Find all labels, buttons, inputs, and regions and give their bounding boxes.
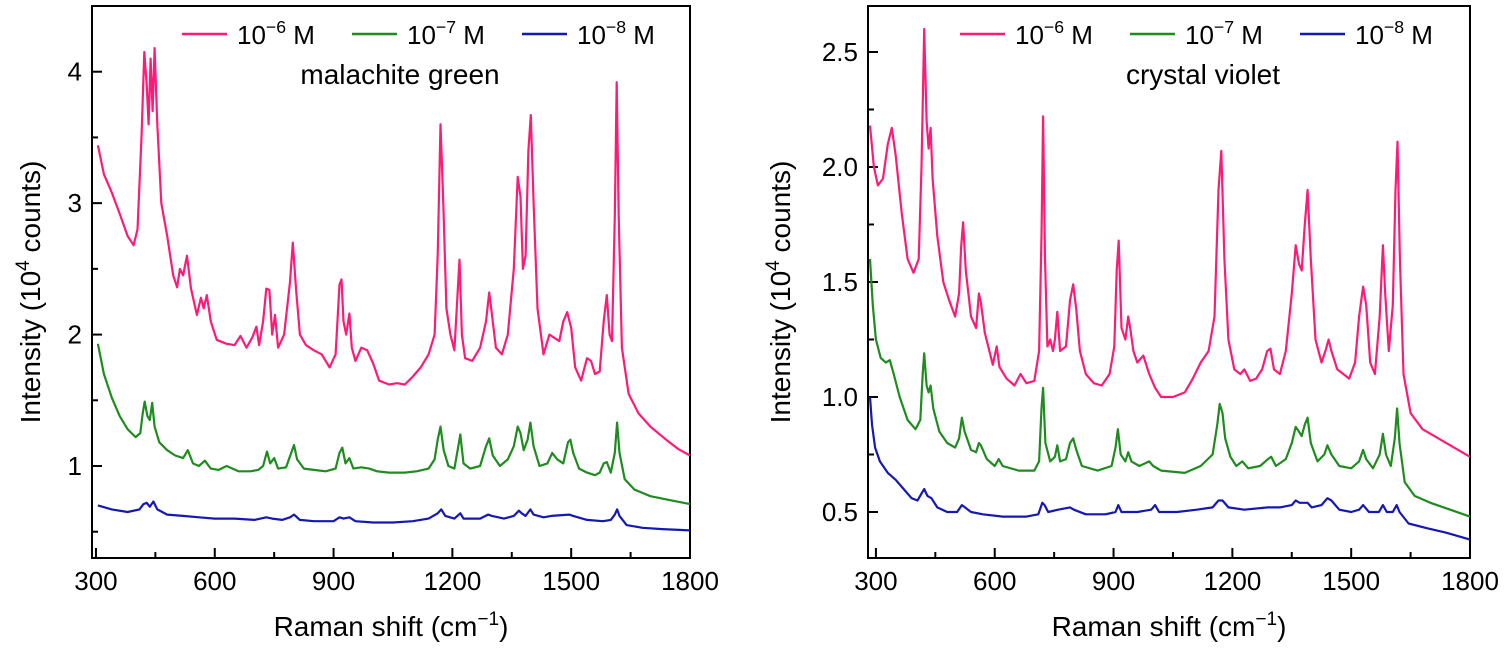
y-tick-label: 4	[68, 57, 82, 87]
legend-label: 10−6 M	[237, 17, 315, 50]
legend-label: 10−7 M	[407, 17, 485, 50]
x-tick-label: 1200	[1203, 566, 1261, 596]
legend-label: 10−7 M	[1185, 17, 1263, 50]
series-line-1e-6	[868, 27, 1471, 458]
y-tick-label: 2.5	[822, 37, 858, 67]
chart-annotation: crystal violet	[1126, 59, 1280, 90]
y-tick-label: 2	[68, 320, 82, 350]
legend-label: 10−8 M	[1355, 17, 1433, 50]
plot-frame	[91, 5, 691, 559]
series-line-1e-8	[97, 500, 691, 532]
x-tick-label: 900	[1092, 566, 1135, 596]
y-tick-label: 1.5	[822, 267, 858, 297]
series-line-1e-6	[96, 47, 691, 457]
y-tick-label: 1.0	[822, 382, 858, 412]
x-tick-label: 300	[854, 566, 897, 596]
chart-malachite-green: 300 600 900 1200 1500 1800 1 2 3 4 Raman shift (cm…	[13, 5, 719, 642]
x-tick-label: 900	[312, 566, 355, 596]
x-tick-label: 1200	[423, 566, 481, 596]
x-tick-label: 300	[74, 566, 117, 596]
y-axis-title: Intensity (104 counts)	[13, 161, 46, 424]
y-axis-title: Intensity (104 counts)	[763, 161, 796, 424]
y-tick-label: 3	[68, 188, 82, 218]
legend-label: 10−8 M	[577, 17, 655, 50]
x-tick-label: 1800	[661, 566, 719, 596]
chart-annotation: malachite green	[300, 59, 499, 90]
x-tick-label: 600	[973, 566, 1016, 596]
x-tick-label: 1500	[1322, 566, 1380, 596]
series-line-1e-8	[868, 396, 1471, 541]
series-line-1e-7	[868, 258, 1471, 518]
x-tick-label: 600	[193, 566, 236, 596]
y-tick-label: 0.5	[822, 497, 858, 527]
x-axis-title: Raman shift (cm−1)	[1052, 609, 1287, 642]
chart-crystal-violet: 300 600 900 1200 1500 1800 0.5 1.0 1.5 2.0 2.5 Rama…	[763, 5, 1499, 642]
x-tick-label: 1500	[542, 566, 600, 596]
x-tick-label: 1800	[1441, 566, 1499, 596]
series-line-1e-7	[96, 343, 691, 506]
y-tick-label: 1	[68, 451, 82, 481]
y-tick-label: 2.0	[822, 152, 858, 182]
x-axis-title: Raman shift (cm−1)	[274, 609, 509, 642]
legend-label: 10−6 M	[1015, 17, 1093, 50]
